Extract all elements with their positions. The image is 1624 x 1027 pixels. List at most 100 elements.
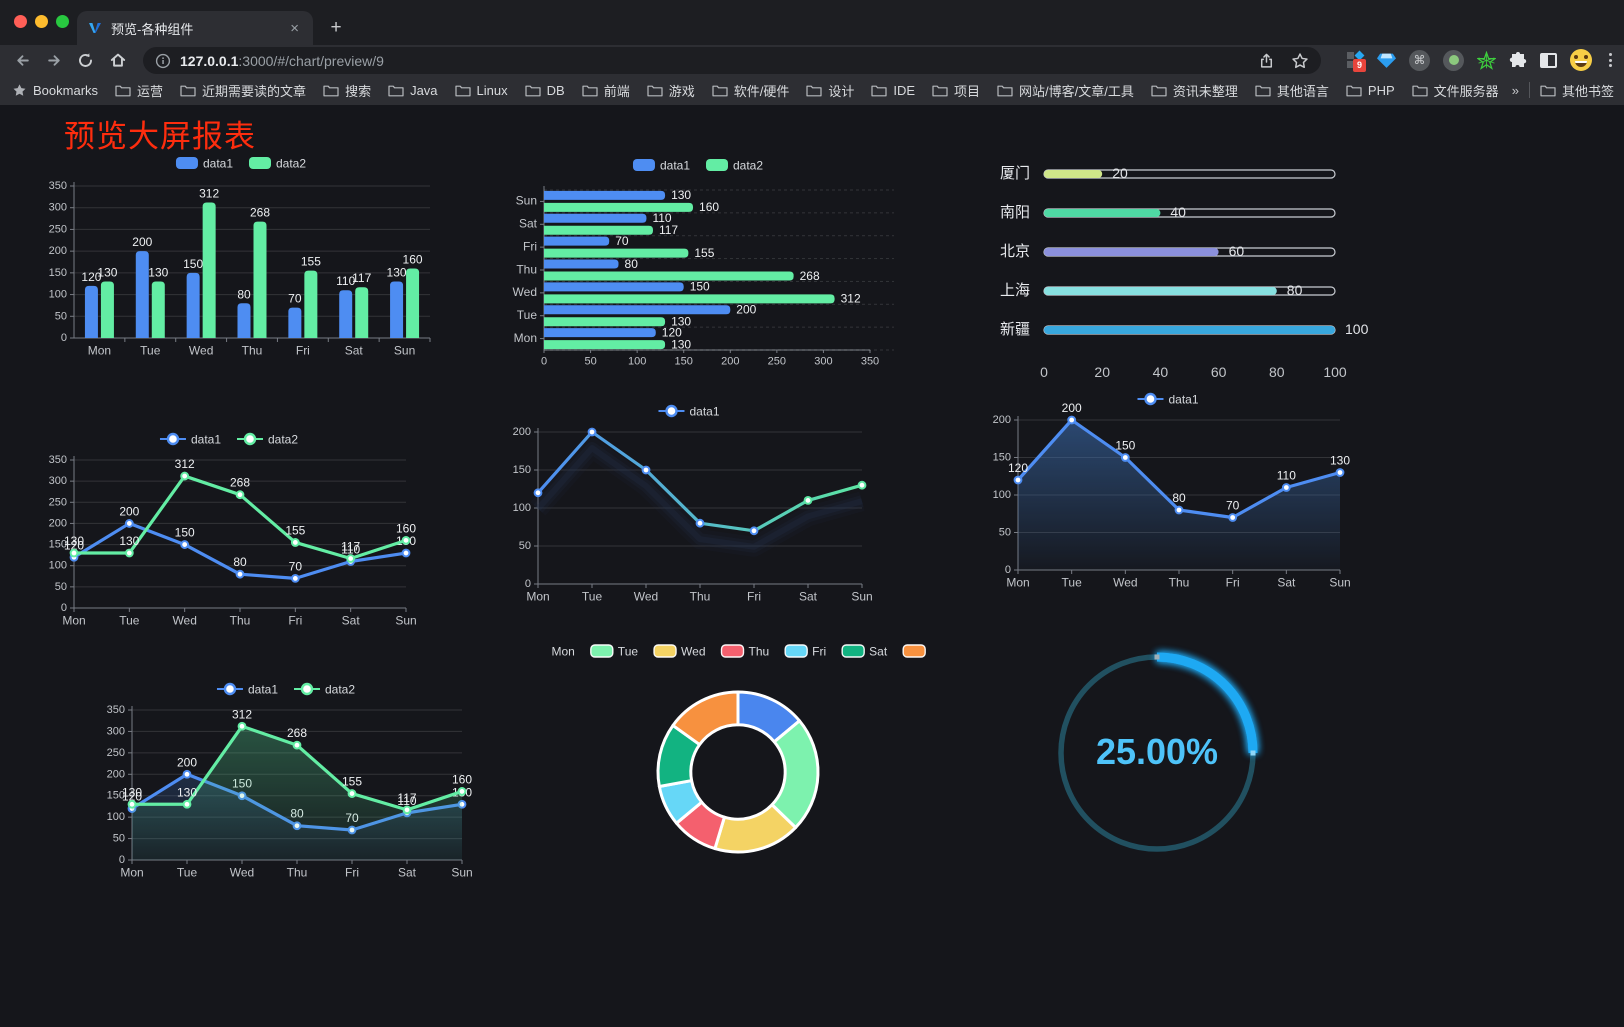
folder-icon xyxy=(388,85,404,96)
browser-menu-icon[interactable] xyxy=(1605,53,1616,67)
bookmark-folder-label: 搜索 xyxy=(345,83,372,99)
bookmark-folder-label: 其他语言 xyxy=(1276,83,1329,99)
chart-grouped-bar[interactable] xyxy=(40,146,442,368)
bookmark-folder-label: 网站/博客/文章/工具 xyxy=(1019,83,1134,99)
side-panel-icon[interactable] xyxy=(1540,52,1557,68)
folder-icon xyxy=(323,85,339,96)
bookmark-folder[interactable]: 前端 xyxy=(582,81,630,100)
bookmark-folder[interactable]: PHP xyxy=(1346,83,1395,98)
url-path: :3000/#/chart/preview/9 xyxy=(238,52,384,69)
browser-tab[interactable]: 预览-各种组件 × xyxy=(77,11,313,45)
reload-icon[interactable] xyxy=(73,48,97,72)
gem-extension-icon[interactable] xyxy=(1377,52,1396,69)
bookmark-folder[interactable]: 资讯未整理 xyxy=(1151,81,1238,100)
tab-close-icon[interactable]: × xyxy=(290,19,299,37)
folder-icon xyxy=(1412,85,1428,96)
bookmark-folder[interactable]: 网站/博客/文章/工具 xyxy=(997,81,1134,100)
bookmark-folder[interactable]: 游戏 xyxy=(647,81,695,100)
extension-badge: 9 xyxy=(1353,58,1366,72)
bookmarks-overflow-chevron[interactable]: » xyxy=(1511,82,1519,98)
folder-icon xyxy=(712,85,728,96)
bookmark-folder[interactable]: 软件/硬件 xyxy=(712,81,790,100)
url-text[interactable]: 127.0.0.1:3000/#/chart/preview/9 xyxy=(180,53,1258,69)
back-icon[interactable] xyxy=(10,48,34,72)
folder-icon xyxy=(582,85,598,96)
bookmark-folder-label: 游戏 xyxy=(668,83,695,99)
bookmark-folder[interactable]: 项目 xyxy=(932,81,980,100)
bookmark-folder-label: Linux xyxy=(476,82,508,98)
folder-icon xyxy=(1540,85,1556,96)
puzzle-extensions-icon[interactable] xyxy=(1509,51,1527,69)
bookmark-folder-label: 项目 xyxy=(954,83,981,99)
folder-icon xyxy=(997,85,1013,96)
profile-avatar[interactable] xyxy=(1570,49,1592,71)
home-icon[interactable] xyxy=(106,48,130,72)
url-host: 127.0.0.1 xyxy=(180,52,239,69)
bookmark-folder[interactable]: IDE xyxy=(871,83,915,98)
bookmark-folder[interactable]: 设计 xyxy=(806,81,854,100)
bookmark-folder-label: 软件/硬件 xyxy=(733,83,790,99)
dashboard-content: 预览大屏报表 xyxy=(0,105,1624,1027)
bookmarks-bar: Bookmarks 运营 近期需要读的文章 搜索 Java Linux DB 前端 游戏 软件/… xyxy=(0,75,1624,105)
bookmark-folder-label: DB xyxy=(546,82,565,98)
bookmark-folder[interactable]: 文件服务器 xyxy=(1412,81,1499,100)
star-icon xyxy=(13,83,26,96)
minimize-window-button[interactable] xyxy=(35,15,48,28)
chart-line-two-series[interactable] xyxy=(38,424,420,636)
share-icon[interactable] xyxy=(1258,52,1275,70)
tab-strip: 预览-各种组件 × + xyxy=(0,0,1624,45)
other-bookmarks-label: 其他书签 xyxy=(1561,83,1614,99)
folder-icon xyxy=(180,85,196,96)
bookmark-folder-label: 前端 xyxy=(603,83,630,99)
favicon-v-charts-icon xyxy=(89,23,101,33)
bookmark-folder-label: 资讯未整理 xyxy=(1172,83,1238,99)
bookmark-folder[interactable]: 其他语言 xyxy=(1255,81,1329,100)
bookmarks-manager-item[interactable]: Bookmarks xyxy=(12,83,98,98)
bookmark-folder[interactable]: DB xyxy=(525,83,565,98)
chart-line-two-areas[interactable] xyxy=(96,674,476,888)
bookmark-star-icon[interactable] xyxy=(1291,52,1309,70)
bookmark-folder-label: PHP xyxy=(1367,82,1395,98)
folder-icon xyxy=(454,85,471,96)
folder-icon xyxy=(525,85,541,96)
bookmarks-separator xyxy=(1528,82,1530,98)
bookmark-folder[interactable]: 近期需要读的文章 xyxy=(180,81,306,100)
tab-title: 预览-各种组件 xyxy=(111,21,194,37)
bookmark-folder-label: 运营 xyxy=(137,83,164,99)
folder-icon xyxy=(1346,85,1362,96)
bookmark-folder[interactable]: Linux xyxy=(454,82,508,98)
folder-icon xyxy=(806,85,822,96)
close-window-button[interactable] xyxy=(14,15,27,28)
zoom-window-button[interactable] xyxy=(56,15,69,28)
folder-icon xyxy=(115,85,131,96)
chart-line-gradient[interactable] xyxy=(502,396,876,612)
chart-horizontal-bar[interactable] xyxy=(502,148,894,366)
green-star-extension-icon[interactable] xyxy=(1477,50,1496,70)
bookmark-folder-label: 近期需要读的文章 xyxy=(202,83,307,99)
recorder-extension-icon[interactable] xyxy=(1443,49,1464,71)
extensions-area: 9 ⌘ xyxy=(1347,45,1616,75)
address-bar[interactable]: 127.0.0.1:3000/#/chart/preview/9 xyxy=(143,47,1321,74)
bookmark-folder[interactable]: 搜索 xyxy=(323,81,371,100)
new-tab-button[interactable]: + xyxy=(330,17,342,38)
forward-icon[interactable] xyxy=(42,48,66,72)
chart-donut[interactable] xyxy=(548,634,928,866)
bookmark-folder[interactable]: 运营 xyxy=(115,81,163,100)
page-info-icon[interactable] xyxy=(155,53,171,69)
bookmarks-label: Bookmarks xyxy=(33,82,99,98)
chart-city-progress[interactable] xyxy=(986,150,1372,386)
folder-icon xyxy=(932,85,948,96)
chart-line-area[interactable] xyxy=(982,384,1354,598)
chart-ring-gauge[interactable] xyxy=(1028,636,1286,870)
folder-icon xyxy=(871,85,887,96)
bookmark-folder-label: Java xyxy=(410,82,438,98)
folder-icon xyxy=(1151,85,1167,96)
folder-icon xyxy=(647,85,663,96)
bookmark-folder[interactable]: Java xyxy=(388,82,438,98)
folder-icon xyxy=(1255,85,1271,96)
tab-groups-extension-icon[interactable]: 9 xyxy=(1347,50,1366,72)
bookmark-folder-label: 设计 xyxy=(828,83,855,99)
other-bookmarks-folder[interactable]: 其他书签 xyxy=(1540,81,1614,100)
bookmark-folder-label: IDE xyxy=(893,82,916,98)
command-extension-icon[interactable]: ⌘ xyxy=(1409,49,1430,71)
